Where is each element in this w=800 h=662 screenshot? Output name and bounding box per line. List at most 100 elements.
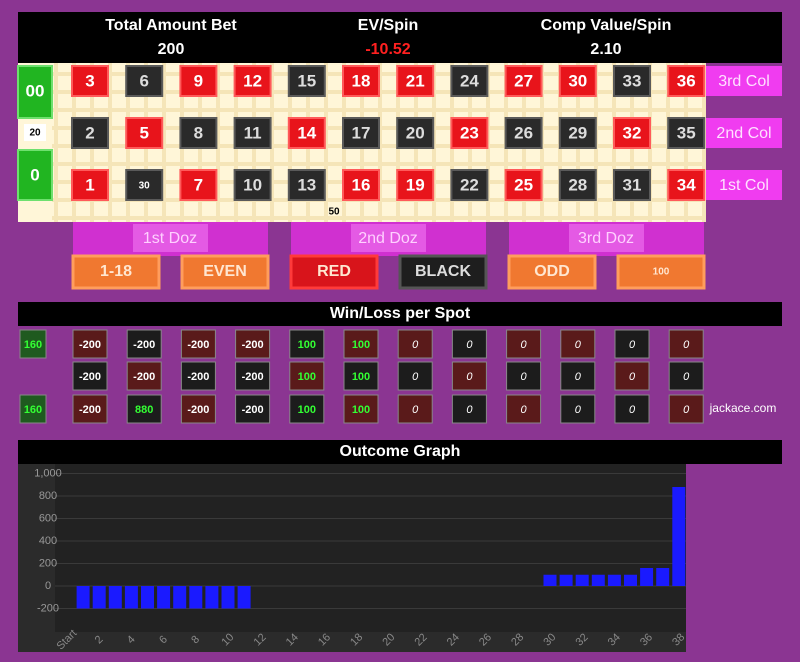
result-value: 100 [298, 404, 316, 416]
number-box[interactable] [342, 117, 380, 149]
number-label: 35 [677, 123, 696, 142]
bar [221, 586, 235, 609]
result-cell [397, 361, 433, 391]
result-value: 160 [24, 339, 42, 351]
bar [189, 586, 203, 609]
header-value: -10.52 [365, 41, 410, 58]
credit: jackace.com [709, 401, 777, 415]
number-box[interactable] [125, 117, 164, 149]
result-cell [289, 361, 325, 391]
result-cell [180, 329, 216, 359]
number-box[interactable] [613, 117, 651, 149]
number-box[interactable] [287, 65, 326, 97]
outside-box[interactable] [616, 254, 706, 290]
number-label: 11 [244, 123, 262, 142]
number-label: 30 [568, 71, 587, 90]
column-box[interactable] [706, 66, 782, 96]
number-box[interactable] [396, 169, 435, 201]
result-value: 0 [521, 404, 528, 416]
result-value: -200 [242, 404, 264, 416]
title-bar [18, 302, 782, 326]
number-box[interactable] [504, 65, 543, 97]
number-label: 36 [677, 71, 696, 90]
number-label: 17 [352, 123, 371, 142]
result-cell [343, 361, 379, 391]
column-box[interactable] [706, 170, 782, 200]
number-box[interactable] [125, 169, 164, 201]
outside-box[interactable] [507, 254, 597, 290]
number-label: 32 [623, 123, 642, 142]
number-box[interactable] [558, 169, 597, 201]
number-box[interactable] [125, 65, 164, 97]
column-label: 1st Col [719, 177, 769, 194]
number-box[interactable] [71, 117, 109, 149]
number-box[interactable] [71, 169, 109, 201]
outside-box[interactable] [398, 254, 488, 290]
number-label: 13 [297, 175, 316, 194]
number-box[interactable] [342, 169, 380, 201]
number-label: 14 [297, 123, 316, 142]
outside-box[interactable] [71, 254, 161, 290]
number-box[interactable] [450, 169, 489, 201]
bar [607, 574, 621, 586]
number-box[interactable] [233, 65, 272, 97]
number-box[interactable] [558, 117, 597, 149]
number-box[interactable] [450, 117, 489, 149]
result-value: 100 [352, 339, 370, 351]
number-box[interactable] [667, 117, 706, 149]
result-value: 0 [466, 339, 473, 351]
column-box[interactable] [706, 118, 782, 148]
column-label: 3rd Col [718, 73, 770, 90]
number-box[interactable] [179, 169, 218, 201]
number-box[interactable] [504, 117, 543, 149]
number-box[interactable] [667, 65, 706, 97]
number-box[interactable] [450, 65, 489, 97]
y-tick-label: 0 [45, 580, 51, 592]
number-box[interactable] [396, 65, 435, 97]
number-box[interactable] [613, 65, 651, 97]
zero-box[interactable] [17, 149, 53, 201]
y-tick-label: 400 [39, 535, 57, 547]
result-value: -200 [187, 339, 209, 351]
result-value: -200 [242, 339, 264, 351]
result-cell [72, 361, 108, 391]
number-box[interactable] [233, 169, 272, 201]
number-box[interactable] [613, 169, 651, 201]
number-label: 29 [568, 123, 587, 142]
number-label: 7 [194, 175, 203, 194]
result-value: 0 [683, 371, 690, 383]
outside-box[interactable] [289, 254, 379, 290]
number-box[interactable] [396, 117, 435, 149]
number-label: 8 [194, 123, 203, 142]
result-value: -200 [133, 339, 155, 351]
number-box[interactable] [71, 65, 109, 97]
number-label: 15 [297, 71, 316, 90]
number-label: 31 [623, 175, 642, 194]
header-label: Total Amount Bet [105, 17, 237, 34]
header-value: 200 [158, 41, 185, 58]
column-label: 2nd Col [716, 125, 771, 142]
dozen-label: 2nd Doz [358, 230, 418, 247]
zero-box[interactable] [17, 65, 53, 119]
result-value: 0 [629, 371, 636, 383]
number-box[interactable] [233, 117, 272, 149]
outside-box[interactable] [180, 254, 270, 290]
bar [108, 586, 122, 609]
number-box[interactable] [287, 117, 326, 149]
number-label: 27 [514, 71, 533, 90]
number-box[interactable] [179, 117, 218, 149]
y-tick-label: 200 [39, 557, 57, 569]
number-box[interactable] [179, 65, 218, 97]
number-box[interactable] [342, 65, 380, 97]
result-cell [180, 361, 216, 391]
result-cell [451, 329, 487, 359]
number-box[interactable] [558, 65, 597, 97]
number-label: 34 [677, 175, 696, 194]
number-box[interactable] [287, 169, 326, 201]
number-box[interactable] [504, 169, 543, 201]
result-value: 100 [352, 404, 370, 416]
result-value: -200 [242, 371, 264, 383]
result-value: -200 [79, 339, 101, 351]
number-box[interactable] [667, 169, 706, 201]
number-label: 33 [623, 71, 642, 90]
